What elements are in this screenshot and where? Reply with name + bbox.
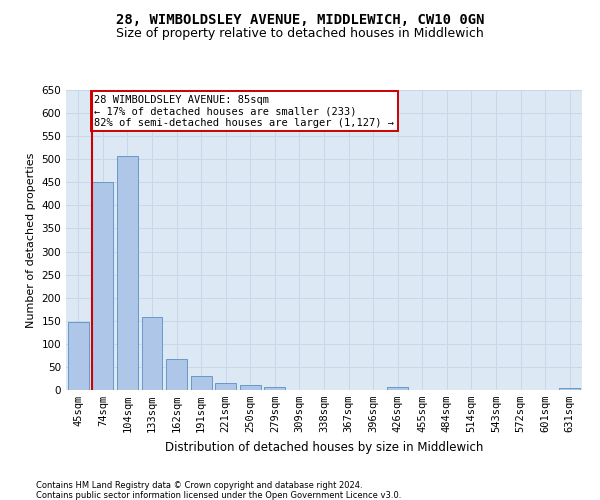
Bar — [92, 182, 113, 390]
Bar — [191, 376, 212, 390]
Bar — [387, 387, 408, 390]
Bar — [240, 386, 261, 390]
Text: 28, WIMBOLDSLEY AVENUE, MIDDLEWICH, CW10 0GN: 28, WIMBOLDSLEY AVENUE, MIDDLEWICH, CW10… — [116, 12, 484, 26]
Bar — [142, 317, 163, 390]
Bar — [166, 359, 187, 390]
Bar — [68, 322, 89, 390]
Bar — [215, 383, 236, 390]
Y-axis label: Number of detached properties: Number of detached properties — [26, 152, 36, 328]
Text: Contains public sector information licensed under the Open Government Licence v3: Contains public sector information licen… — [36, 491, 401, 500]
X-axis label: Distribution of detached houses by size in Middlewich: Distribution of detached houses by size … — [165, 440, 483, 454]
Text: Contains HM Land Registry data © Crown copyright and database right 2024.: Contains HM Land Registry data © Crown c… — [36, 481, 362, 490]
Bar — [559, 388, 580, 390]
Text: Size of property relative to detached houses in Middlewich: Size of property relative to detached ho… — [116, 28, 484, 40]
Bar — [117, 156, 138, 390]
Text: 28 WIMBOLDSLEY AVENUE: 85sqm
← 17% of detached houses are smaller (233)
82% of s: 28 WIMBOLDSLEY AVENUE: 85sqm ← 17% of de… — [94, 94, 394, 128]
Bar — [265, 387, 286, 390]
